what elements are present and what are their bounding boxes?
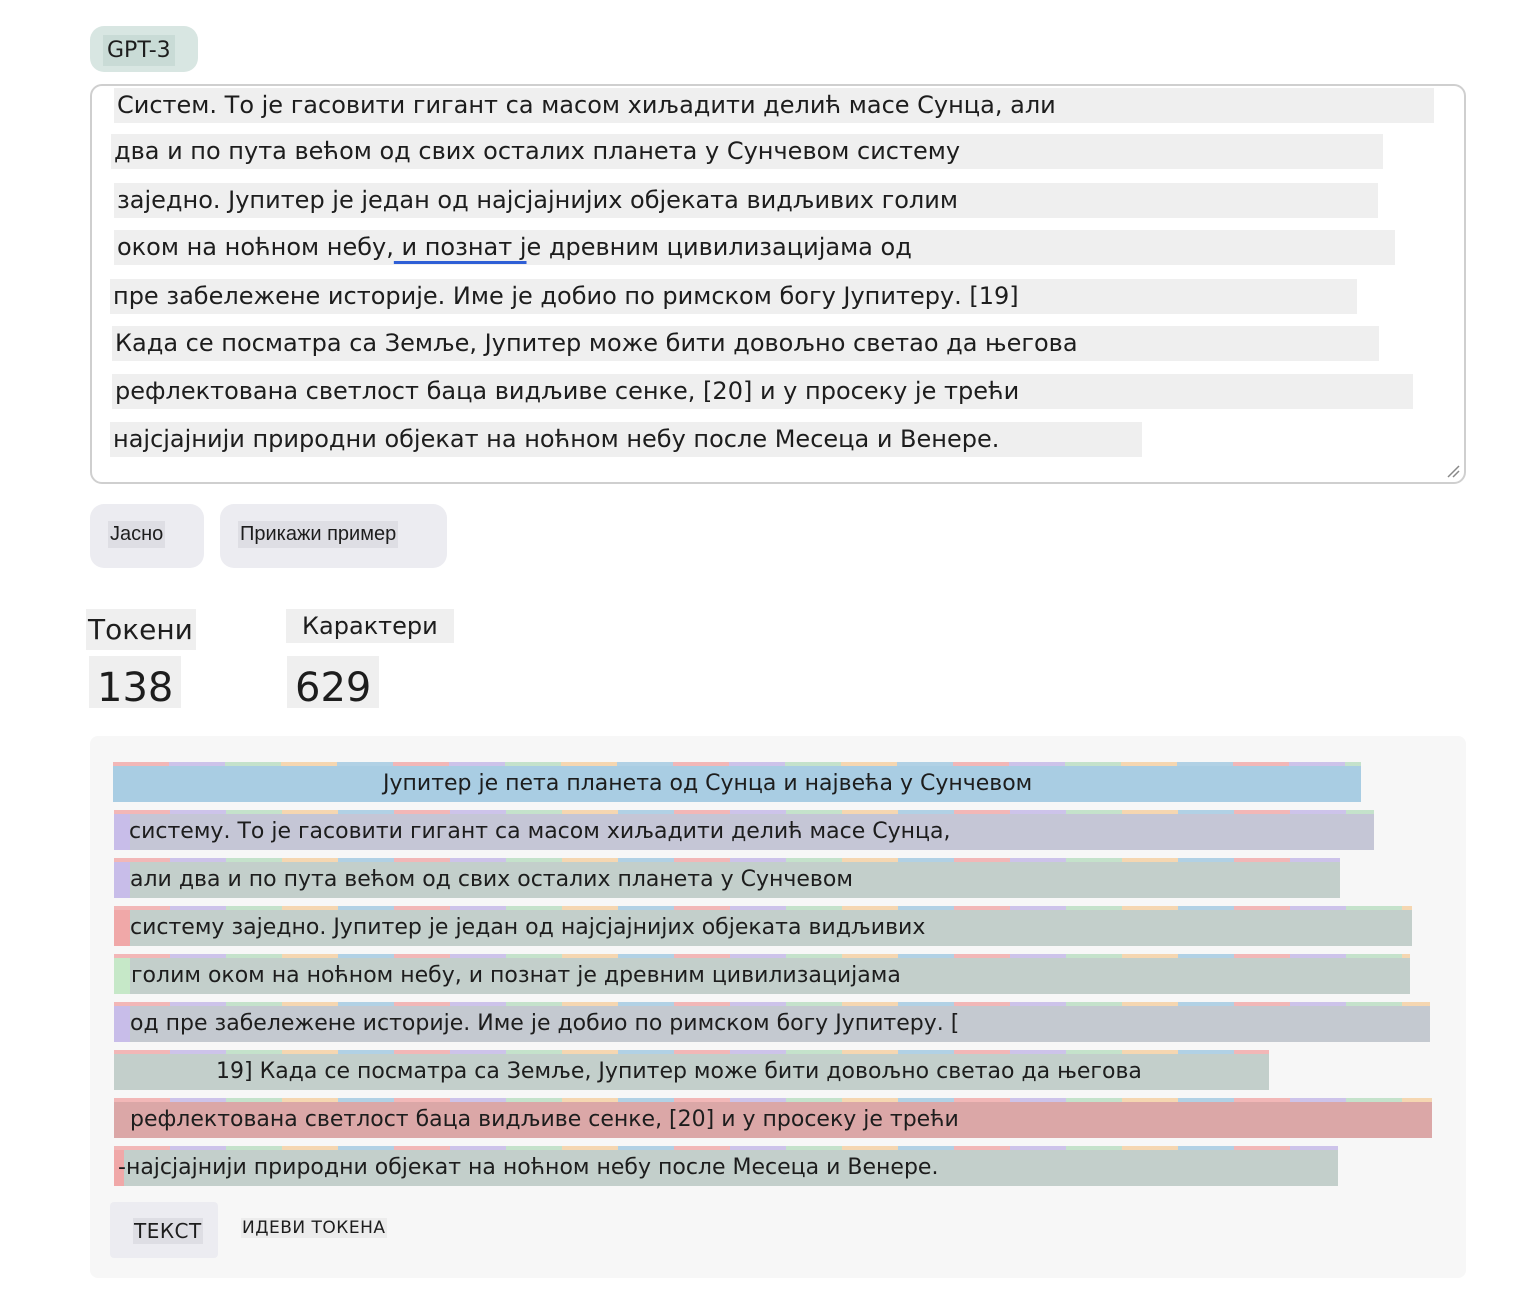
spellcheck-underline: и познат ј [393, 233, 527, 261]
token-row: али два и по пута већом од свих осталих … [114, 858, 1340, 898]
token-row: од пре забележене историје. Име је добио… [114, 1002, 1430, 1042]
tab-text-label: ТЕКСТ [133, 1218, 203, 1244]
show-example-button[interactable]: Прикажи пример [220, 504, 447, 568]
token-row: Јупитер је пета планета од Сунца и најве… [113, 762, 1361, 802]
token-row: систему заједно. Јупитер је један од нај… [114, 906, 1412, 946]
textarea-line: пре забележене историје. Име је добио по… [110, 279, 1357, 314]
textarea-line: најсјајнији природни објекат на ноћном н… [110, 422, 1142, 457]
token-row: голим оком на ноћном небу, и познат је д… [114, 954, 1410, 994]
token-row: -најсјајнији природни објекат на ноћном … [114, 1146, 1338, 1186]
textarea-line: оком на ноћном небу, и познат је древним… [114, 230, 1395, 265]
token-row: рефлектована светлост баца видљиве сенке… [114, 1098, 1432, 1138]
token-row: 19] Када се посматра са Земље, Јупитер м… [114, 1050, 1269, 1090]
tokens-label: Токени [86, 609, 196, 650]
characters-count: 629 [287, 656, 380, 708]
clear-button-label: Јасно [108, 521, 166, 548]
show-example-button-label: Прикажи пример [238, 521, 399, 548]
textarea-line: два и по пута већом од свих осталих план… [111, 134, 1383, 169]
tab-token-ids[interactable]: ИДЕВИ ТОКЕНА [241, 1218, 387, 1238]
model-label: GPT-3 [103, 35, 175, 66]
textarea-line: Када се посматра са Земље, Јупитер може … [112, 326, 1379, 361]
tokens-count: 138 [89, 656, 182, 708]
textarea-line: заједно. Јупитер је један од најсјајнији… [114, 183, 1378, 218]
characters-label: Карактери [286, 609, 454, 643]
textarea-line: Систем. То је гасовити гигант са масом х… [114, 88, 1434, 123]
resize-grip-icon[interactable] [1446, 464, 1460, 478]
textarea-line: рефлектована светлост баца видљиве сенке… [112, 374, 1413, 409]
tab-text[interactable]: ТЕКСТ [110, 1202, 218, 1258]
clear-button[interactable]: Јасно [90, 504, 204, 568]
input-textarea[interactable]: Систем. То је гасовити гигант са масом х… [90, 84, 1466, 484]
model-selector[interactable]: GPT-3 [90, 26, 198, 72]
token-row: систему. То је гасовити гигант са масом … [114, 810, 1374, 850]
